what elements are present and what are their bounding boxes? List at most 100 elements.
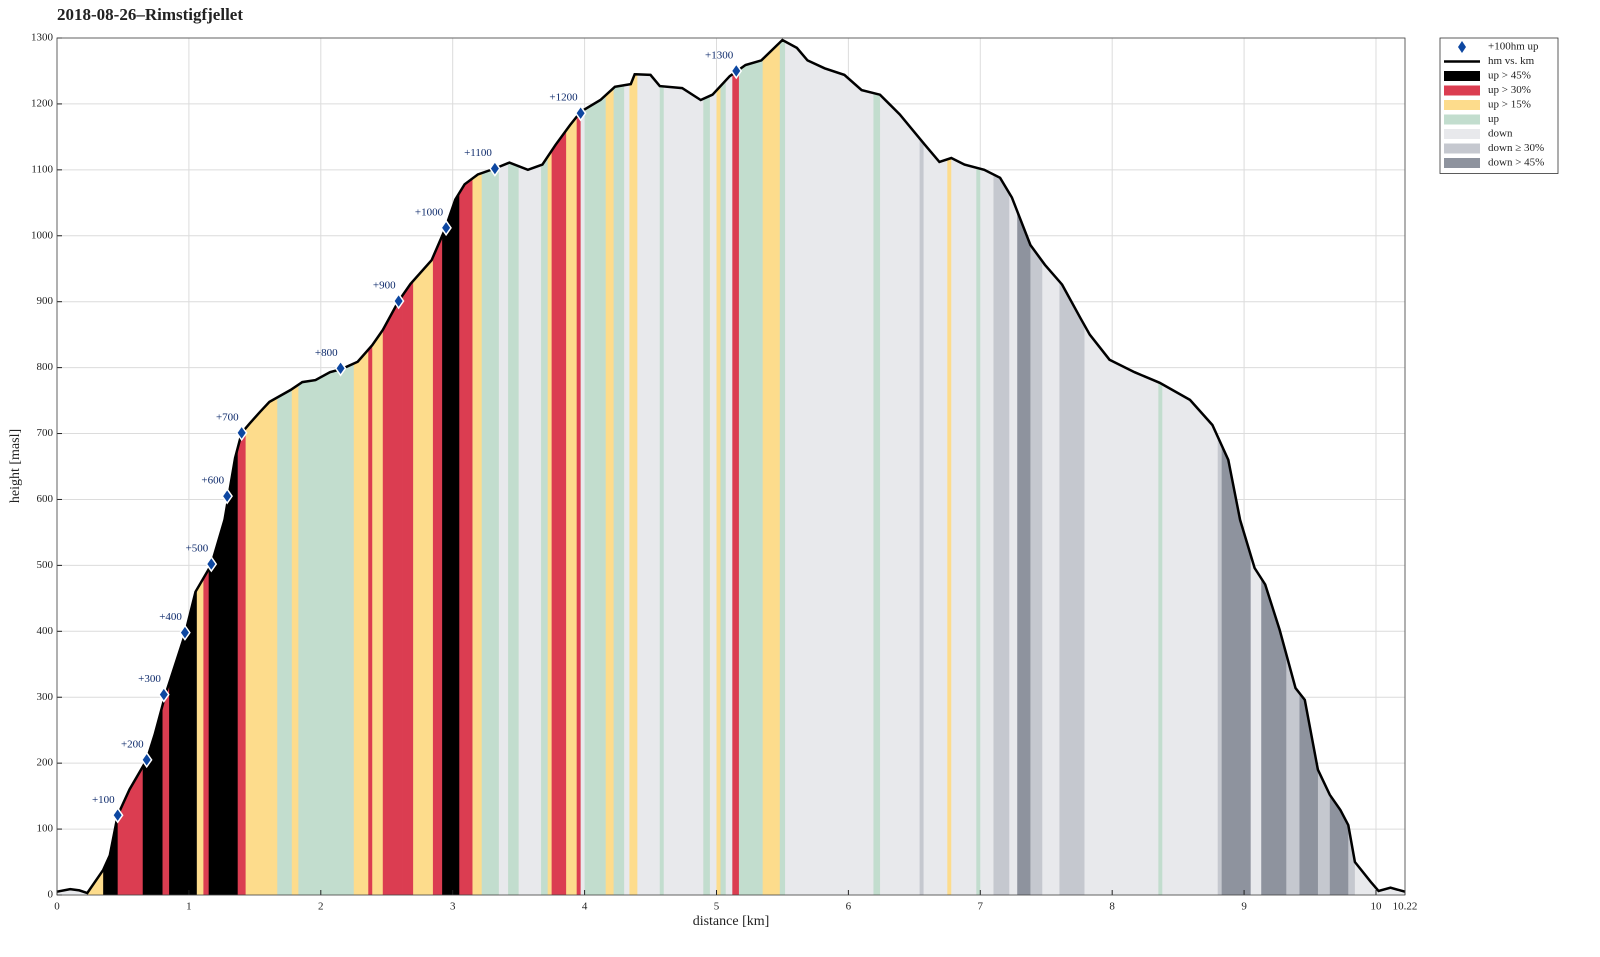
band bbox=[624, 40, 630, 895]
band bbox=[785, 40, 874, 895]
marker-label: +900 bbox=[373, 280, 396, 292]
marker bbox=[440, 219, 452, 237]
band bbox=[57, 40, 88, 895]
band bbox=[372, 40, 384, 895]
y-tick-label: 700 bbox=[37, 427, 54, 439]
band bbox=[237, 40, 247, 895]
band bbox=[720, 40, 727, 895]
band bbox=[613, 40, 625, 895]
band bbox=[566, 40, 578, 895]
y-tick-label: 200 bbox=[37, 757, 54, 769]
bands bbox=[57, 40, 1405, 895]
y-tick-label: 400 bbox=[37, 625, 54, 637]
markers: +100 +200 +300 +400 +500 +600 +700 +800 +900 +100… bbox=[92, 49, 743, 824]
y-tick-label: 300 bbox=[37, 691, 54, 703]
band bbox=[368, 40, 373, 895]
y-tick-label: 1100 bbox=[31, 163, 53, 175]
band bbox=[245, 40, 278, 895]
band bbox=[413, 40, 434, 895]
y-tick-label: 1300 bbox=[31, 32, 54, 44]
profile-line bbox=[56, 38, 1406, 895]
band bbox=[1217, 40, 1223, 895]
band bbox=[923, 40, 948, 895]
marker-label: +1100 bbox=[464, 147, 492, 159]
legend-marker bbox=[1458, 41, 1466, 53]
band bbox=[103, 40, 119, 895]
y-tick-label: 800 bbox=[37, 361, 54, 373]
legend-swatch bbox=[1444, 85, 1480, 96]
legend: +100hm up hm vs. km up > 45% up > 30% up > 1… bbox=[1439, 37, 1559, 174]
y-tick-label: 600 bbox=[37, 493, 54, 505]
marker bbox=[158, 686, 170, 703]
marker bbox=[334, 359, 347, 377]
marker bbox=[221, 487, 233, 505]
marker bbox=[140, 751, 153, 769]
x-tick-label: 10 bbox=[1370, 901, 1382, 913]
marker bbox=[392, 292, 405, 310]
band bbox=[947, 40, 952, 895]
y-tick-label: 1200 bbox=[31, 97, 54, 109]
y-axis-label: height [masl] bbox=[8, 429, 23, 503]
band bbox=[203, 40, 210, 895]
band bbox=[442, 40, 460, 895]
band bbox=[1009, 40, 1018, 895]
marker-label: +1200 bbox=[549, 92, 578, 104]
profile bbox=[56, 38, 1406, 895]
x-tick-label: 7 bbox=[978, 901, 984, 913]
band bbox=[508, 40, 520, 895]
band bbox=[584, 40, 607, 895]
marker-label: +400 bbox=[159, 611, 182, 623]
band bbox=[1261, 40, 1287, 895]
marker bbox=[111, 806, 124, 824]
band bbox=[976, 40, 981, 895]
band bbox=[779, 40, 786, 895]
legend-swatch bbox=[1444, 158, 1480, 168]
band bbox=[382, 40, 403, 895]
legend-swatch bbox=[1444, 71, 1480, 81]
band bbox=[738, 40, 764, 895]
band bbox=[551, 40, 567, 895]
band bbox=[993, 40, 1010, 895]
band bbox=[117, 40, 144, 895]
band bbox=[580, 40, 585, 895]
band bbox=[196, 40, 204, 895]
band bbox=[459, 40, 473, 895]
legend-label: up > 45% bbox=[1488, 70, 1531, 82]
x-axis-label: distance [km] bbox=[693, 914, 770, 929]
band bbox=[1158, 40, 1163, 895]
band bbox=[1017, 40, 1031, 895]
legend-label: down ≥ 30% bbox=[1488, 142, 1544, 154]
marker bbox=[235, 424, 248, 442]
marker bbox=[489, 160, 501, 177]
marker-label: +1000 bbox=[415, 206, 444, 218]
marker-label: +200 bbox=[121, 738, 144, 750]
legend-swatch bbox=[1444, 129, 1480, 139]
band bbox=[547, 40, 553, 895]
legend-swatch bbox=[1444, 100, 1480, 110]
band bbox=[762, 40, 781, 895]
band bbox=[709, 40, 717, 895]
legend-label: hm vs. km bbox=[1488, 55, 1535, 67]
band bbox=[1348, 40, 1356, 895]
band bbox=[353, 40, 369, 895]
marker-label: +700 bbox=[216, 411, 239, 423]
band bbox=[725, 40, 733, 895]
band bbox=[481, 40, 500, 895]
band bbox=[716, 40, 721, 895]
band bbox=[1250, 40, 1262, 895]
band bbox=[637, 40, 661, 895]
marker-label: +800 bbox=[315, 347, 338, 359]
band bbox=[1354, 40, 1405, 895]
marker bbox=[730, 62, 743, 80]
marker bbox=[179, 624, 191, 641]
marker-label: +500 bbox=[186, 543, 209, 555]
axes: 0 1 2 3 4 5 6 7 8 9 10 10.22 0 100 200 300 400 500 600 700 8… bbox=[31, 32, 1417, 913]
band bbox=[659, 40, 665, 895]
x-tick-label: 8 bbox=[1109, 901, 1115, 913]
marker-label: +600 bbox=[201, 475, 224, 487]
band bbox=[629, 40, 638, 895]
legend-label: up > 30% bbox=[1488, 84, 1531, 96]
x-tick-label: 9 bbox=[1241, 901, 1247, 913]
marker bbox=[574, 104, 587, 122]
x-tick-label: 0 bbox=[54, 901, 60, 913]
